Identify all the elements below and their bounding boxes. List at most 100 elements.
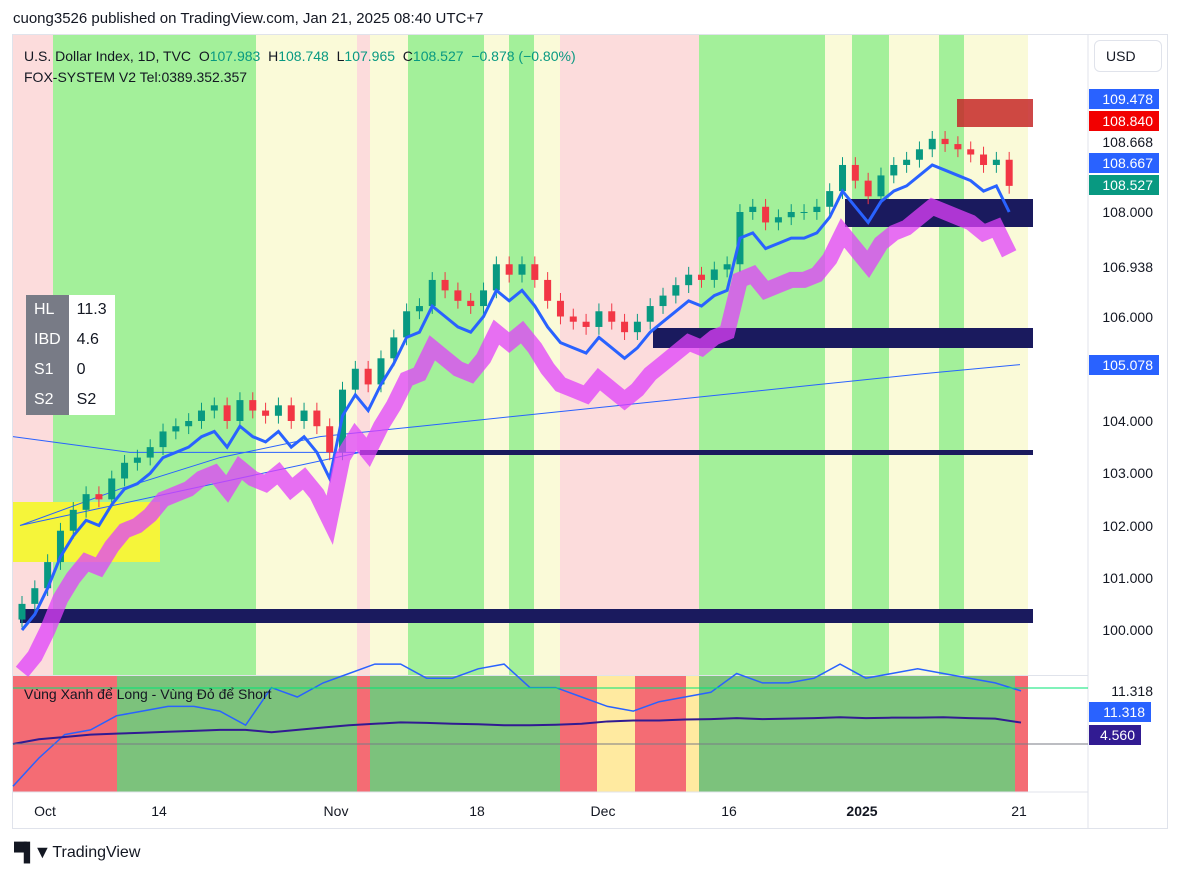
candle	[313, 410, 321, 427]
time-tick: Nov	[323, 803, 349, 819]
oscillator-value: 11.318	[1111, 683, 1153, 699]
stats-value: 4.6	[68, 325, 115, 355]
time-tick: 21	[1011, 803, 1027, 819]
price-badge: 108.527	[1089, 175, 1159, 195]
price-badge: 108.667	[1089, 153, 1159, 173]
trend-zone-band	[889, 35, 939, 675]
time-tick: 2025	[846, 803, 878, 819]
trend-zone-band	[964, 35, 1028, 675]
trend-zone-band	[852, 35, 889, 675]
stats-key: HL	[26, 295, 69, 325]
candle	[364, 368, 372, 385]
candle	[903, 159, 911, 165]
candle	[31, 588, 39, 604]
candle	[672, 285, 680, 296]
symbol-name[interactable]: U.S. Dollar Index, 1D, TVC	[24, 48, 192, 64]
low-value: 107.965	[344, 48, 396, 64]
price-badge: 109.478	[1089, 89, 1159, 109]
candle	[710, 269, 718, 280]
candle	[197, 410, 205, 421]
candle	[390, 337, 398, 359]
price-tick: 101.000	[1102, 569, 1153, 586]
candle	[133, 457, 141, 463]
candle	[697, 274, 705, 280]
candle	[326, 426, 334, 453]
stats-key: S2	[26, 385, 69, 415]
time-tick: Dec	[590, 803, 616, 819]
oscillator-zone-band	[370, 676, 560, 792]
stats-value: 0	[68, 355, 115, 385]
tv-logo-icon: ▀▌▼	[14, 842, 51, 862]
trend-zone-band	[256, 35, 357, 675]
price-tick: 103.000	[1102, 465, 1153, 482]
candle	[441, 279, 449, 291]
candle	[851, 164, 859, 181]
candle	[839, 164, 847, 192]
price-tick: 106.938	[1102, 259, 1153, 276]
candle	[44, 562, 52, 589]
brand-text: TradingView	[52, 843, 141, 861]
candle	[480, 290, 488, 307]
oscillator-value: 11.318	[1089, 702, 1151, 722]
candle	[249, 400, 257, 411]
candle	[377, 358, 385, 385]
candle	[967, 149, 975, 155]
candle	[928, 138, 936, 150]
chart-frame	[12, 34, 1168, 829]
candle	[992, 159, 1000, 165]
candle	[300, 410, 308, 421]
oscillator-zone-band	[686, 676, 699, 792]
candle	[544, 279, 552, 301]
candle	[223, 405, 231, 421]
candle	[467, 300, 475, 307]
stats-row: IBD 4.6	[26, 325, 115, 355]
candle	[633, 321, 641, 333]
price-badge: 108.668	[1102, 134, 1153, 150]
candle	[531, 264, 539, 280]
candle	[403, 311, 411, 338]
oscillator-zone-band	[635, 676, 686, 792]
open-value: 107.983	[209, 48, 261, 64]
price-tick: 104.000	[1102, 413, 1153, 429]
trend-zone-band	[357, 35, 370, 675]
close-label: C	[402, 48, 413, 64]
candle	[646, 306, 654, 322]
price-tick: 100.000	[1102, 622, 1153, 638]
support-zone	[653, 328, 1033, 348]
stats-row: S1 0	[26, 355, 115, 385]
tradingview-logo[interactable]: ▀▌▼ TradingView	[14, 842, 140, 863]
oscillator-zone-band	[1015, 676, 1028, 792]
candle	[569, 316, 577, 322]
currency-button[interactable]: USD	[1094, 40, 1162, 72]
open-label: O	[198, 48, 210, 64]
candle	[274, 405, 282, 416]
candle	[787, 212, 795, 218]
indicator-name[interactable]: FOX-SYSTEM V2 Tel:0389.352.357	[24, 69, 248, 85]
trend-zone-band	[939, 35, 964, 675]
candle	[262, 410, 270, 416]
stats-table: HL 11.3 IBD 4.6 S1 0 S2 S2	[26, 295, 115, 415]
candle	[454, 290, 462, 301]
oscillator-zone-band	[597, 676, 635, 792]
candle	[774, 217, 782, 223]
candle	[415, 306, 423, 312]
oscillator-zone-band	[699, 676, 1015, 792]
candle	[877, 175, 885, 197]
support-zone	[20, 609, 1033, 623]
publisher-line: cuong3526 published on TradingView.com, …	[13, 10, 484, 27]
candle	[813, 206, 821, 212]
candle	[159, 431, 167, 448]
candle	[800, 212, 808, 213]
support-zone	[360, 450, 1033, 455]
candle	[82, 494, 90, 510]
candle	[18, 603, 26, 620]
candle	[890, 164, 898, 176]
ema-line	[20, 163, 1011, 631]
candle	[621, 321, 629, 333]
oscillator-value: 4.560	[1089, 725, 1141, 745]
time-tick: Oct	[34, 803, 56, 819]
candle	[659, 295, 667, 307]
stats-row: HL 11.3	[26, 295, 115, 325]
candle	[685, 274, 693, 286]
